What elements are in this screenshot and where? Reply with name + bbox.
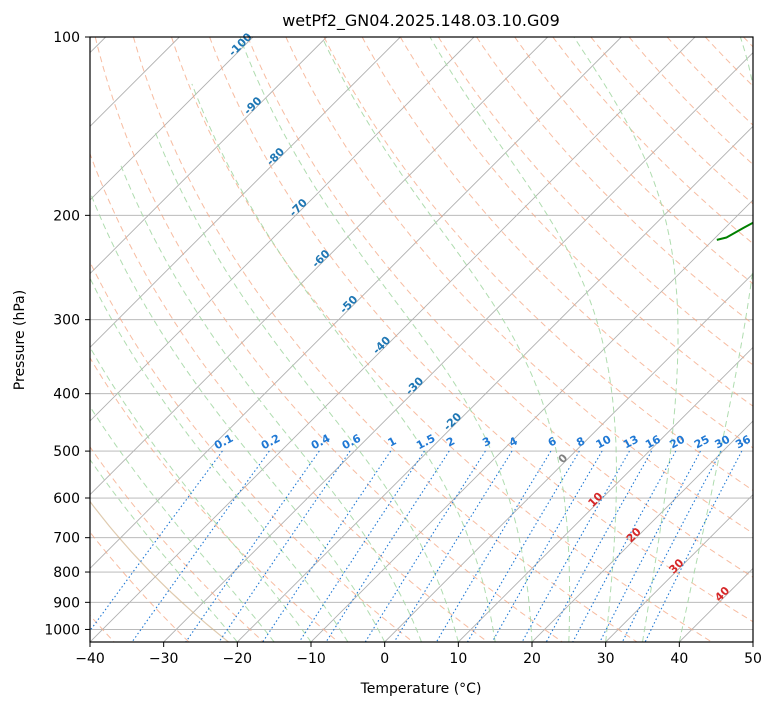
x-tick-label: 40	[670, 651, 688, 667]
dry-adiabat	[90, 356, 339, 642]
y-tick-label: 600	[53, 491, 80, 507]
mixing-ratio-line	[572, 450, 677, 642]
plot-frame	[89, 36, 754, 643]
mixing-ratio-line	[185, 450, 320, 642]
mixing-ratio-label: 30	[713, 433, 733, 452]
x-tick-label: 0	[380, 651, 389, 667]
moist-adiabat	[573, 37, 679, 642]
mixing-ratio-line	[491, 450, 603, 642]
moist-adiabat	[429, 37, 617, 642]
mixing-ratio-line	[218, 450, 351, 642]
isotherm-line	[163, 52, 753, 642]
chart-title: wetPf2_GN04.2025.148.03.10.G09	[282, 11, 560, 31]
moist-adiabat	[90, 346, 312, 642]
dry-adiabat	[514, 37, 753, 285]
isotherm-line	[90, 37, 548, 496]
y-tick-label: 800	[53, 565, 80, 581]
dry-adiabat	[399, 37, 753, 407]
isotherm-line	[90, 37, 622, 569]
moist-adiabat	[154, 132, 459, 642]
x-tick-label: −40	[75, 651, 105, 667]
mixing-ratio-line	[90, 450, 223, 632]
y-axis: 100 200 300 400 500 600 700 800 900 1000	[44, 30, 90, 638]
mixing-ratio-line	[599, 450, 701, 642]
dry-adiabat	[552, 37, 753, 245]
moist-adiabat	[239, 37, 533, 642]
mixing-ratio-line	[262, 450, 392, 642]
mixing-ratio-line	[521, 450, 630, 642]
x-tick-label: −20	[223, 651, 253, 667]
isotherm-line	[90, 37, 475, 422]
moist-adiabat	[321, 37, 571, 642]
isotherm-line	[90, 37, 401, 348]
dry-adiabat	[590, 37, 753, 205]
dry-adiabat	[90, 531, 190, 642]
mixing-ratio-line	[644, 450, 743, 642]
mixing-ratio-line	[393, 450, 513, 642]
x-tick-label: 10	[449, 651, 467, 667]
background-lines	[90, 37, 753, 642]
mixing-ratio-label: 16	[643, 433, 663, 452]
x-tick-label: 20	[523, 651, 541, 667]
isotherm-line	[531, 420, 753, 642]
y-tick-label: 100	[53, 30, 80, 46]
mixing-ratio-label: 10	[594, 433, 614, 452]
isotherm-line	[90, 37, 327, 275]
moist-adiabat	[191, 83, 496, 642]
y-tick-label: 300	[53, 313, 80, 329]
x-tick-label: −30	[149, 651, 179, 667]
dry-adiabat	[171, 37, 712, 642]
x-tick-label: 30	[597, 651, 615, 667]
isotherm-line	[458, 346, 753, 642]
moist-adiabat	[90, 195, 386, 642]
dry-adiabat	[90, 152, 488, 642]
mixing-ratio-label: 25	[692, 433, 712, 452]
isotherm-line	[384, 273, 753, 642]
y-tick-label: 900	[53, 595, 80, 611]
moist-adiabat	[90, 405, 275, 642]
dry-adiabat	[132, 37, 638, 642]
lcl-curve	[90, 500, 229, 642]
mixing-ratio-line	[621, 450, 722, 642]
y-tick-label: 1000	[44, 622, 80, 638]
isotherm-line	[237, 125, 753, 642]
x-axis-label: Temperature (°C)	[360, 681, 482, 697]
x-axis: −40 −30 −20 −10 0 10 20 30 40 50	[75, 642, 762, 667]
mixing-ratio-label: 36	[733, 433, 753, 452]
mixing-ratio-line	[298, 450, 425, 642]
x-tick-label: −10	[296, 651, 326, 667]
mixing-ratio-label: 20	[667, 433, 687, 452]
moist-adiabat	[90, 458, 238, 642]
dry-adiabat	[437, 37, 753, 366]
dry-adiabat	[90, 446, 264, 642]
dry-adiabat	[247, 37, 753, 578]
dry-adiabat	[285, 37, 753, 534]
y-tick-label: 200	[53, 208, 80, 224]
moist-adiabat	[120, 165, 422, 642]
dry-adiabat	[209, 37, 753, 623]
y-tick-label: 500	[53, 444, 80, 460]
mixing-ratio-line	[545, 450, 653, 642]
y-axis-label: Pressure (hPa)	[12, 290, 28, 390]
isotherm-line	[90, 37, 254, 201]
y-tick-label: 700	[53, 531, 80, 547]
isotherm-line	[605, 494, 753, 642]
x-tick-label: 50	[744, 651, 762, 667]
moist-adiabat	[678, 37, 753, 642]
mixing-ratio-label: 13	[621, 433, 641, 452]
y-tick-label: 400	[53, 387, 80, 403]
